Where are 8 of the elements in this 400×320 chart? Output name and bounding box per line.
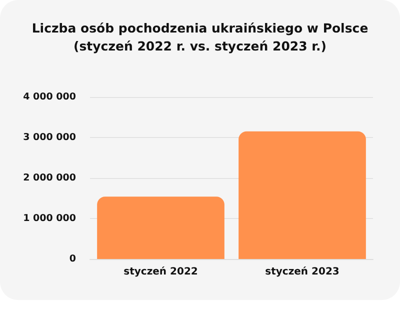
y-tick-label: 0 <box>69 254 76 264</box>
y-tick-label: 1 000 000 <box>23 213 76 224</box>
chart-title: Liczba osób pochodzenia ukraińskiego w Polsce (styczeń 2022 r. vs. styczeń 2023 r.) <box>32 20 368 54</box>
y-tick-label: 2 000 000 <box>23 172 76 184</box>
y-tick-label: 3 000 000 <box>23 132 76 143</box>
y-tick-label: 4 000 000 <box>23 92 76 102</box>
x-tick-label: styczeń 2023 <box>265 266 340 278</box>
x-tick-label: styczeń 2022 <box>124 266 198 278</box>
